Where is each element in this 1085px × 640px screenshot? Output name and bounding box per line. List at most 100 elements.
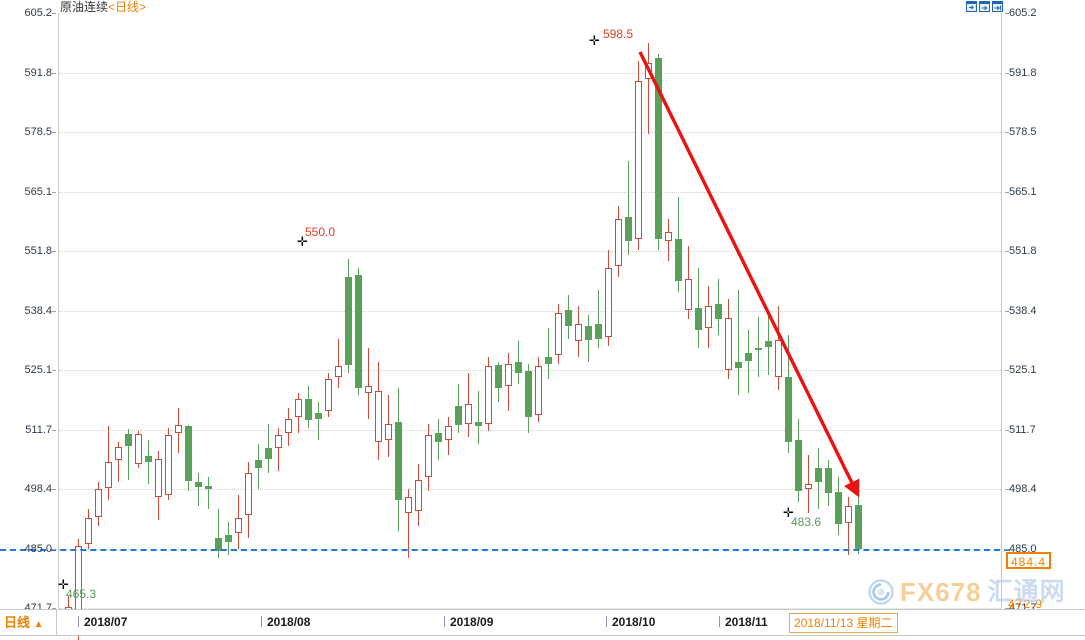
candlestick [335, 13, 342, 608]
date-tick-label: 2018/10 [605, 615, 656, 629]
candlestick [385, 13, 392, 608]
candle-body [345, 276, 352, 366]
y-tick-label: 498.4 [24, 483, 52, 495]
candle-body [385, 423, 392, 440]
candle-body [405, 497, 412, 514]
candlestick [625, 13, 632, 608]
candle-body [365, 386, 372, 393]
y-tick-label: 578.5 [24, 126, 52, 138]
y-tick-mark [52, 191, 56, 193]
candlestick [435, 13, 442, 608]
y-tick-label: 578.5 [1009, 126, 1037, 138]
candle-body [835, 491, 842, 525]
candlestick [75, 13, 82, 640]
candle-body [705, 305, 712, 329]
candlestick [405, 13, 412, 608]
watermark-brand: FX678 [900, 577, 982, 607]
candle-body [185, 426, 192, 481]
candle-wick [338, 339, 339, 389]
candlestick [265, 13, 272, 608]
candlestick [465, 13, 472, 608]
candlestick [665, 13, 672, 608]
candle-body [675, 238, 682, 282]
y-tick-label: 551.8 [24, 245, 52, 257]
candle-body [275, 435, 282, 448]
candlestick [415, 13, 422, 608]
candlestick [555, 13, 562, 608]
secondary-price-label: 472.9 [1008, 596, 1044, 611]
candle-body [465, 403, 472, 424]
maximize-icon[interactable] [979, 1, 990, 12]
recent-low-label: 483.6 [791, 515, 822, 529]
candle-body [795, 439, 802, 491]
candlestick [605, 13, 612, 608]
y-tick-mark [52, 132, 56, 133]
candlestick [675, 13, 682, 608]
candle-wick [748, 330, 749, 393]
gridline [59, 191, 1001, 193]
candlestick [235, 13, 242, 608]
candle-body [165, 435, 172, 496]
candlestick [835, 13, 842, 608]
candlestick [215, 13, 222, 608]
y-axis-left[interactable]: 605.2 591.8 578.5 565.1 551.8 538.4 525.1 511.7… [0, 0, 56, 636]
candlestick [425, 13, 432, 608]
swing-low-label: 465.3 [66, 587, 97, 601]
candle-body [395, 421, 402, 500]
candle-body [135, 433, 142, 465]
y-tick-label: 485.0 [24, 542, 52, 555]
candle-body [845, 506, 852, 523]
candlestick [705, 13, 712, 608]
candle-body [475, 421, 482, 427]
y-tick-label: 551.8 [1009, 245, 1037, 257]
candle-body [715, 304, 722, 320]
candle-body [575, 323, 582, 342]
candle-body [485, 365, 492, 424]
candlestick [245, 13, 252, 608]
candlestick [575, 13, 582, 608]
candle-body [305, 399, 312, 421]
x-axis[interactable]: 日线 ▲ 2018/07 2018/08 2018/09 2018/10 2018/11… [0, 609, 1085, 636]
close-panel-icon[interactable] [992, 1, 1003, 12]
candle-body [645, 62, 652, 79]
candlestick [125, 13, 132, 608]
candlestick [355, 13, 362, 608]
candle-body [195, 481, 202, 488]
candlestick [745, 13, 752, 608]
candle-wick [148, 439, 149, 485]
candle-wick [648, 42, 649, 135]
candlestick [685, 13, 692, 608]
candlestick [315, 13, 322, 608]
window-controls[interactable] [966, 1, 1003, 12]
candlestick [275, 13, 282, 608]
candle-body [415, 479, 422, 511]
candle-wick [118, 441, 119, 482]
candle-body [615, 218, 622, 266]
candle-body [655, 58, 662, 239]
candle-wick [548, 328, 549, 380]
support-level-line[interactable] [0, 548, 1010, 551]
period-button-label: 日线 [4, 615, 31, 630]
recent-low-marker: ✛ [783, 505, 794, 520]
y-tick-label: 498.4 [1009, 483, 1037, 495]
y-axis-right[interactable]: 605.2 591.8 578.5 565.1 551.8 538.4 525.1 511.7… [1005, 0, 1085, 636]
prior-high-label: 550.0 [305, 225, 336, 239]
period-button[interactable]: 日线 ▲ [4, 614, 44, 632]
candlestick [145, 13, 152, 608]
date-tick-label: 2018/09 [443, 615, 494, 629]
candle-body [695, 308, 702, 331]
period-indicator: <日线> [108, 0, 147, 14]
candle-body [825, 467, 832, 493]
watermark: FX678 汇通网 [868, 576, 1066, 608]
candlestick [325, 13, 332, 608]
plot-area[interactable] [58, 13, 1002, 640]
candle-wick [128, 429, 129, 480]
current-price-tag[interactable]: 484.4 [1006, 551, 1052, 569]
candle-body [105, 461, 112, 489]
candlestick [655, 13, 662, 608]
candlestick [455, 13, 462, 608]
restore-icon[interactable] [966, 1, 977, 12]
candlestick [185, 13, 192, 608]
y-tick-mark [52, 72, 56, 74]
